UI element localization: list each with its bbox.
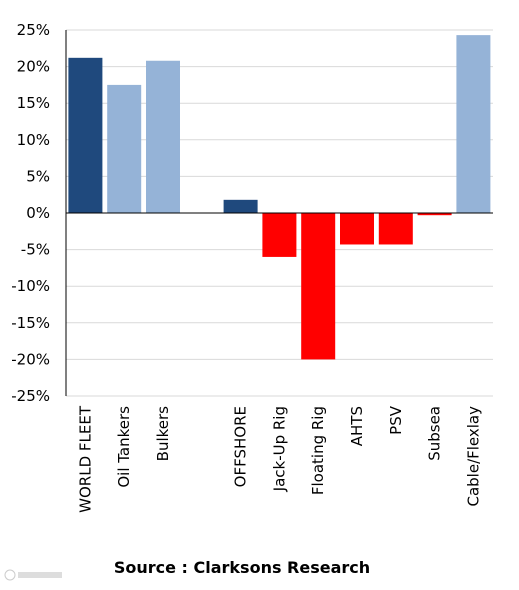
y-tick-label: 15% (17, 94, 50, 112)
bar (456, 35, 491, 214)
y-tick-label: 0% (26, 204, 50, 222)
y-tick-label: 20% (17, 58, 50, 76)
x-category-label: Bulkers (154, 406, 172, 462)
y-tick-label: -5% (21, 241, 50, 259)
watermark-logo (4, 569, 62, 581)
bar (378, 213, 413, 245)
bar (417, 213, 452, 216)
bar (262, 213, 297, 257)
y-tick-label: -15% (11, 314, 50, 332)
bar (68, 57, 103, 213)
x-category-label: Cable/Flexlay (464, 406, 482, 507)
x-category-label: Jack-Up Rig (270, 406, 288, 492)
bar (146, 60, 180, 213)
x-category-label: WORLD FLEET (76, 405, 94, 513)
x-category-label: OFFSHORE (232, 406, 250, 487)
x-category-label: Subsea (426, 406, 444, 461)
y-tick-label: 25% (17, 21, 50, 39)
x-category-label: Floating Rig (309, 406, 327, 495)
x-category-label: Oil Tankers (115, 406, 133, 488)
bar (223, 199, 258, 213)
x-category-label: AHTS (348, 406, 366, 446)
y-tick-label: 5% (26, 167, 50, 185)
y-tick-label: -10% (11, 277, 50, 295)
x-category-labels: WORLD FLEET Oil Tankers Bulkers OFFSHORE Jac… (76, 405, 482, 513)
source-note: Source : Clarksons Research (113, 558, 371, 577)
bars (68, 35, 491, 360)
y-tick-label: 10% (17, 131, 50, 149)
y-tick-labels: 25% 20% 15% 10% 5% 0% -5% -10% -15% -20% -25% (11, 21, 50, 405)
y-tick-label: -20% (11, 350, 50, 368)
bar (301, 213, 336, 360)
bar (340, 213, 374, 245)
bar (107, 84, 142, 214)
x-category-label: PSV (387, 405, 405, 435)
y-tick-label: -25% (11, 387, 50, 405)
